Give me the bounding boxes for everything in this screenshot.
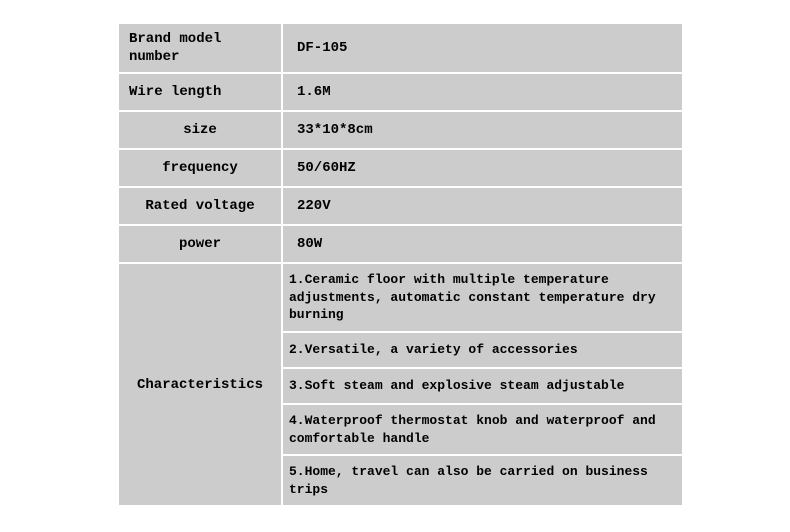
row-value-wire: 1.6M: [283, 74, 682, 110]
row-value-voltage: 220V: [283, 188, 682, 224]
table-row: Wire length 1.6M: [119, 74, 682, 110]
table-row: Rated voltage 220V: [119, 188, 682, 224]
list-item: 2.Versatile, a variety of accessories: [283, 333, 682, 367]
row-value-frequency: 50/60HZ: [283, 150, 682, 186]
table-row: power 80W: [119, 226, 682, 262]
list-item: 4.Waterproof thermostat knob and waterpr…: [283, 405, 682, 454]
row-label-wire: Wire length: [119, 74, 281, 110]
row-label-power: power: [119, 226, 281, 262]
table-row: size 33*10*8cm: [119, 112, 682, 148]
row-label-voltage: Rated voltage: [119, 188, 281, 224]
row-value-power: 80W: [283, 226, 682, 262]
characteristics-row: Characteristics 1.Ceramic floor with mul…: [119, 264, 682, 505]
table-row: Brand model number DF-105: [119, 24, 682, 72]
list-item: 5.Home, travel can also be carried on bu…: [283, 456, 682, 505]
table-row: frequency 50/60HZ: [119, 150, 682, 186]
row-label-size: size: [119, 112, 281, 148]
row-label-frequency: frequency: [119, 150, 281, 186]
list-item: 3.Soft steam and explosive steam adjusta…: [283, 369, 682, 403]
spec-table: Brand model number DF-105 Wire length 1.…: [119, 24, 682, 505]
list-item: 1.Ceramic floor with multiple temperatur…: [283, 264, 682, 331]
characteristics-label: Characteristics: [119, 264, 281, 505]
row-value-brand: DF-105: [283, 24, 682, 72]
row-label-brand: Brand model number: [119, 24, 281, 72]
characteristics-list: 1.Ceramic floor with multiple temperatur…: [283, 264, 682, 505]
row-value-size: 33*10*8cm: [283, 112, 682, 148]
